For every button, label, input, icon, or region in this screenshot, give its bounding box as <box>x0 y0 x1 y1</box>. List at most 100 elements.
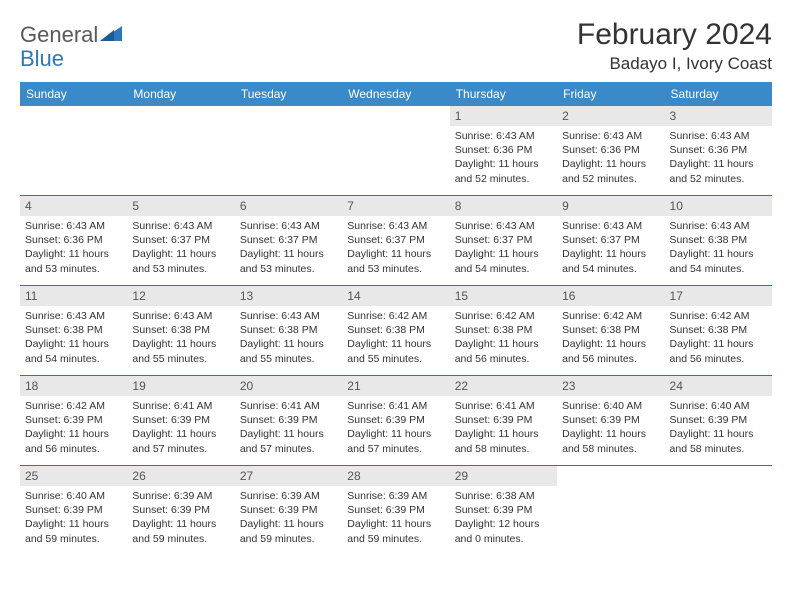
day-number: 9 <box>557 196 664 216</box>
day-number: 15 <box>450 286 557 306</box>
day-number: 7 <box>342 196 449 216</box>
day-number: 5 <box>127 196 234 216</box>
calendar-day-cell: 12Sunrise: 6:43 AMSunset: 6:38 PMDayligh… <box>127 286 234 376</box>
day-number: 24 <box>665 376 772 396</box>
day-details: Sunrise: 6:42 AMSunset: 6:38 PMDaylight:… <box>557 306 664 370</box>
day-number: 2 <box>557 106 664 126</box>
calendar-day-cell <box>665 466 772 556</box>
calendar-day-cell: 23Sunrise: 6:40 AMSunset: 6:39 PMDayligh… <box>557 376 664 466</box>
weekday-header: Thursday <box>450 83 557 106</box>
day-details: Sunrise: 6:39 AMSunset: 6:39 PMDaylight:… <box>127 486 234 550</box>
day-number: 12 <box>127 286 234 306</box>
day-details: Sunrise: 6:43 AMSunset: 6:38 PMDaylight:… <box>665 216 772 280</box>
calendar-day-cell: 21Sunrise: 6:41 AMSunset: 6:39 PMDayligh… <box>342 376 449 466</box>
day-details: Sunrise: 6:43 AMSunset: 6:36 PMDaylight:… <box>557 126 664 190</box>
calendar-day-cell: 13Sunrise: 6:43 AMSunset: 6:38 PMDayligh… <box>235 286 342 376</box>
day-number: 14 <box>342 286 449 306</box>
day-number: 29 <box>450 466 557 486</box>
calendar-day-cell: 18Sunrise: 6:42 AMSunset: 6:39 PMDayligh… <box>20 376 127 466</box>
calendar-week-row: 11Sunrise: 6:43 AMSunset: 6:38 PMDayligh… <box>20 286 772 376</box>
day-number: 22 <box>450 376 557 396</box>
calendar-day-cell: 14Sunrise: 6:42 AMSunset: 6:38 PMDayligh… <box>342 286 449 376</box>
day-number: 18 <box>20 376 127 396</box>
calendar-day-cell: 26Sunrise: 6:39 AMSunset: 6:39 PMDayligh… <box>127 466 234 556</box>
day-details: Sunrise: 6:41 AMSunset: 6:39 PMDaylight:… <box>127 396 234 460</box>
day-details: Sunrise: 6:43 AMSunset: 6:37 PMDaylight:… <box>127 216 234 280</box>
calendar-table: SundayMondayTuesdayWednesdayThursdayFrid… <box>20 82 772 556</box>
calendar-day-cell: 15Sunrise: 6:42 AMSunset: 6:38 PMDayligh… <box>450 286 557 376</box>
calendar-day-cell <box>20 106 127 196</box>
day-details: Sunrise: 6:43 AMSunset: 6:37 PMDaylight:… <box>235 216 342 280</box>
day-details: Sunrise: 6:43 AMSunset: 6:38 PMDaylight:… <box>20 306 127 370</box>
calendar-day-cell: 1Sunrise: 6:43 AMSunset: 6:36 PMDaylight… <box>450 106 557 196</box>
day-details: Sunrise: 6:43 AMSunset: 6:37 PMDaylight:… <box>342 216 449 280</box>
day-number: 3 <box>665 106 772 126</box>
day-details: Sunrise: 6:40 AMSunset: 6:39 PMDaylight:… <box>20 486 127 550</box>
calendar-day-cell: 16Sunrise: 6:42 AMSunset: 6:38 PMDayligh… <box>557 286 664 376</box>
calendar-day-cell <box>557 466 664 556</box>
calendar-day-cell: 9Sunrise: 6:43 AMSunset: 6:37 PMDaylight… <box>557 196 664 286</box>
day-details: Sunrise: 6:39 AMSunset: 6:39 PMDaylight:… <box>342 486 449 550</box>
calendar-day-cell: 4Sunrise: 6:43 AMSunset: 6:36 PMDaylight… <box>20 196 127 286</box>
day-details: Sunrise: 6:42 AMSunset: 6:39 PMDaylight:… <box>20 396 127 460</box>
day-number: 27 <box>235 466 342 486</box>
calendar-day-cell: 7Sunrise: 6:43 AMSunset: 6:37 PMDaylight… <box>342 196 449 286</box>
day-details: Sunrise: 6:42 AMSunset: 6:38 PMDaylight:… <box>450 306 557 370</box>
calendar-day-cell: 29Sunrise: 6:38 AMSunset: 6:39 PMDayligh… <box>450 466 557 556</box>
logo-text-blue: Blue <box>20 46 772 72</box>
day-details: Sunrise: 6:39 AMSunset: 6:39 PMDaylight:… <box>235 486 342 550</box>
day-details: Sunrise: 6:43 AMSunset: 6:36 PMDaylight:… <box>450 126 557 190</box>
calendar-day-cell: 24Sunrise: 6:40 AMSunset: 6:39 PMDayligh… <box>665 376 772 466</box>
calendar-day-cell: 5Sunrise: 6:43 AMSunset: 6:37 PMDaylight… <box>127 196 234 286</box>
day-number: 21 <box>342 376 449 396</box>
day-details: Sunrise: 6:41 AMSunset: 6:39 PMDaylight:… <box>450 396 557 460</box>
day-number: 17 <box>665 286 772 306</box>
weekday-header-row: SundayMondayTuesdayWednesdayThursdayFrid… <box>20 83 772 106</box>
calendar-page: General February 2024 Badayo I, Ivory Co… <box>0 0 792 576</box>
day-details: Sunrise: 6:42 AMSunset: 6:38 PMDaylight:… <box>342 306 449 370</box>
day-details: Sunrise: 6:43 AMSunset: 6:36 PMDaylight:… <box>20 216 127 280</box>
day-details: Sunrise: 6:42 AMSunset: 6:38 PMDaylight:… <box>665 306 772 370</box>
calendar-day-cell: 17Sunrise: 6:42 AMSunset: 6:38 PMDayligh… <box>665 286 772 376</box>
day-number: 26 <box>127 466 234 486</box>
day-number: 23 <box>557 376 664 396</box>
logo: General <box>20 18 124 48</box>
calendar-day-cell: 19Sunrise: 6:41 AMSunset: 6:39 PMDayligh… <box>127 376 234 466</box>
day-details: Sunrise: 6:41 AMSunset: 6:39 PMDaylight:… <box>342 396 449 460</box>
calendar-day-cell: 6Sunrise: 6:43 AMSunset: 6:37 PMDaylight… <box>235 196 342 286</box>
calendar-day-cell: 11Sunrise: 6:43 AMSunset: 6:38 PMDayligh… <box>20 286 127 376</box>
calendar-week-row: 1Sunrise: 6:43 AMSunset: 6:36 PMDaylight… <box>20 106 772 196</box>
calendar-week-row: 18Sunrise: 6:42 AMSunset: 6:39 PMDayligh… <box>20 376 772 466</box>
day-details: Sunrise: 6:43 AMSunset: 6:37 PMDaylight:… <box>450 216 557 280</box>
day-number: 13 <box>235 286 342 306</box>
calendar-week-row: 25Sunrise: 6:40 AMSunset: 6:39 PMDayligh… <box>20 466 772 556</box>
day-number: 20 <box>235 376 342 396</box>
day-number: 25 <box>20 466 127 486</box>
weekday-header: Tuesday <box>235 83 342 106</box>
calendar-day-cell: 8Sunrise: 6:43 AMSunset: 6:37 PMDaylight… <box>450 196 557 286</box>
day-number: 6 <box>235 196 342 216</box>
calendar-day-cell: 3Sunrise: 6:43 AMSunset: 6:36 PMDaylight… <box>665 106 772 196</box>
day-details: Sunrise: 6:43 AMSunset: 6:37 PMDaylight:… <box>557 216 664 280</box>
logo-triangle-icon <box>100 22 122 48</box>
weekday-header: Wednesday <box>342 83 449 106</box>
calendar-day-cell: 22Sunrise: 6:41 AMSunset: 6:39 PMDayligh… <box>450 376 557 466</box>
calendar-day-cell: 2Sunrise: 6:43 AMSunset: 6:36 PMDaylight… <box>557 106 664 196</box>
calendar-day-cell <box>235 106 342 196</box>
day-details: Sunrise: 6:43 AMSunset: 6:36 PMDaylight:… <box>665 126 772 190</box>
calendar-week-row: 4Sunrise: 6:43 AMSunset: 6:36 PMDaylight… <box>20 196 772 286</box>
calendar-day-cell: 10Sunrise: 6:43 AMSunset: 6:38 PMDayligh… <box>665 196 772 286</box>
day-number: 16 <box>557 286 664 306</box>
day-details: Sunrise: 6:43 AMSunset: 6:38 PMDaylight:… <box>127 306 234 370</box>
day-number: 8 <box>450 196 557 216</box>
day-number: 28 <box>342 466 449 486</box>
weekday-header: Saturday <box>665 83 772 106</box>
day-number: 4 <box>20 196 127 216</box>
calendar-body: 1Sunrise: 6:43 AMSunset: 6:36 PMDaylight… <box>20 106 772 556</box>
day-details: Sunrise: 6:41 AMSunset: 6:39 PMDaylight:… <box>235 396 342 460</box>
logo-text-general: General <box>20 22 98 48</box>
day-number: 1 <box>450 106 557 126</box>
day-details: Sunrise: 6:43 AMSunset: 6:38 PMDaylight:… <box>235 306 342 370</box>
day-number: 10 <box>665 196 772 216</box>
calendar-day-cell: 25Sunrise: 6:40 AMSunset: 6:39 PMDayligh… <box>20 466 127 556</box>
